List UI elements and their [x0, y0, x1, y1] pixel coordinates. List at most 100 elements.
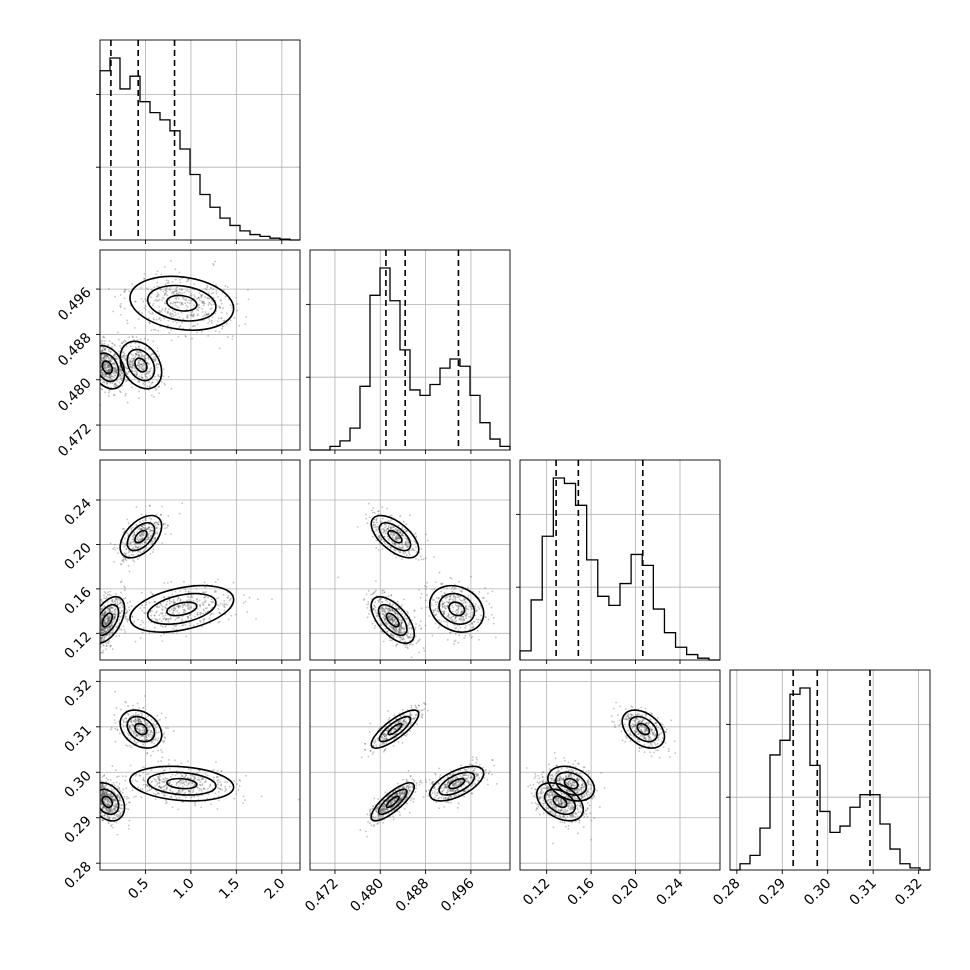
sample-point — [461, 615, 464, 618]
sample-point — [104, 623, 107, 626]
sample-point — [111, 607, 114, 610]
sample-point — [127, 808, 130, 811]
sample-point — [367, 603, 370, 606]
sample-point — [441, 582, 444, 585]
sample-point — [151, 741, 154, 743]
sample-point — [390, 514, 393, 517]
sample-point — [140, 376, 143, 379]
sample-point — [114, 367, 117, 370]
sample-point — [101, 791, 104, 793]
sample-point — [101, 600, 104, 603]
sample-point — [114, 353, 116, 356]
sample-point — [148, 322, 151, 325]
sample-point — [424, 599, 427, 602]
sample-point — [451, 590, 454, 593]
sample-point — [401, 631, 404, 634]
sample-point — [433, 556, 435, 558]
sample-point — [208, 617, 211, 620]
sample-point — [157, 777, 160, 780]
sample-point — [234, 613, 237, 616]
sample-point — [162, 615, 164, 617]
sample-point — [379, 624, 382, 626]
sample-point — [210, 612, 213, 615]
sample-point — [107, 794, 110, 797]
sample-point — [159, 786, 162, 789]
sample-point — [487, 592, 489, 595]
sample-point — [397, 616, 400, 619]
sample-point — [155, 527, 158, 529]
sample-point — [203, 601, 206, 604]
sample-point — [206, 788, 209, 790]
sample-point — [115, 371, 118, 374]
sample-point — [395, 630, 397, 633]
sample-point — [139, 550, 141, 552]
sample-point — [221, 325, 224, 327]
sample-point — [135, 795, 138, 798]
sample-point — [108, 368, 111, 371]
sample-point — [161, 608, 163, 611]
sample-point — [392, 626, 395, 629]
sample-point — [410, 626, 413, 629]
sample-point — [138, 361, 140, 363]
sample-point — [104, 366, 107, 369]
sample-point — [120, 356, 123, 359]
panel-frame — [99, 39, 301, 241]
sample-point — [108, 619, 111, 622]
sample-point — [135, 350, 138, 353]
sample-point — [101, 616, 103, 619]
sample-point — [159, 289, 162, 291]
sample-point — [140, 619, 143, 622]
sample-point — [229, 304, 232, 307]
sample-point — [114, 608, 116, 611]
sample-point — [410, 642, 412, 645]
sample-point — [102, 806, 105, 809]
sample-point — [114, 805, 117, 808]
sample-point — [406, 618, 408, 620]
sample-point — [108, 616, 111, 619]
sample-point — [247, 288, 249, 291]
sample-point — [119, 313, 122, 316]
sample-point — [175, 797, 178, 800]
sample-point — [106, 627, 109, 630]
sample-point — [139, 543, 141, 545]
sample-point — [247, 298, 250, 301]
sample-point — [114, 608, 117, 611]
sample-point — [448, 601, 451, 604]
sample-point — [432, 609, 435, 612]
sample-point — [210, 319, 213, 322]
sample-point — [198, 769, 201, 772]
sample-point — [211, 292, 213, 295]
sample-point — [417, 639, 420, 642]
sample-point — [390, 617, 392, 620]
sample-points — [100, 502, 273, 654]
sample-point — [443, 610, 445, 613]
sample-point — [384, 605, 387, 608]
sample-point — [101, 374, 104, 377]
sample-point — [206, 286, 209, 289]
sample-point — [167, 514, 170, 517]
sample-point — [104, 618, 107, 621]
sample-point — [100, 640, 103, 643]
sample-point — [123, 589, 126, 592]
sample-point — [125, 618, 128, 621]
sample-point — [394, 605, 397, 607]
sample-point — [379, 612, 382, 615]
sample-point — [119, 368, 122, 371]
sample-point — [297, 798, 300, 801]
sample-point — [107, 804, 110, 807]
sample-point — [420, 548, 423, 550]
sample-point — [158, 781, 161, 784]
sample-point — [177, 605, 180, 608]
contour-level — [119, 514, 163, 559]
sample-point — [104, 611, 107, 613]
sample-point — [143, 541, 146, 544]
sample-point — [151, 313, 154, 315]
sample-point — [115, 781, 118, 784]
sample-point — [110, 796, 113, 799]
sample-point — [152, 328, 155, 331]
sample-point — [146, 724, 148, 727]
sample-point — [114, 616, 117, 619]
contour-level — [134, 529, 148, 544]
sample-point — [448, 601, 450, 604]
sample-point — [183, 609, 186, 612]
